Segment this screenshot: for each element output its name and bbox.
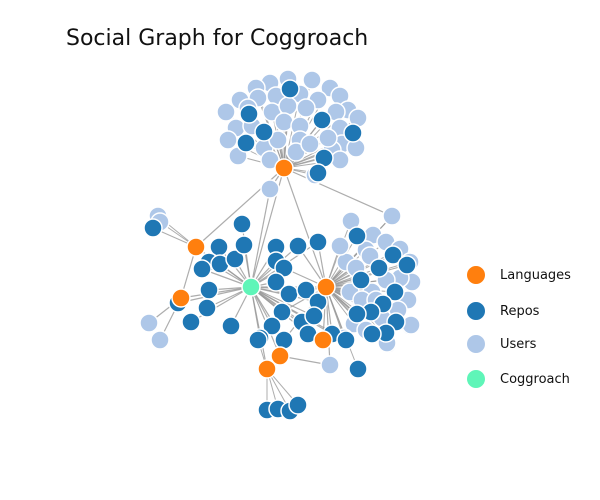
user-node[interactable]: [302, 70, 322, 90]
legend-item-users: Users: [466, 333, 536, 355]
language-node[interactable]: [313, 330, 333, 350]
legend-item-coggroach: Coggroach: [466, 368, 570, 390]
user-node[interactable]: [260, 179, 280, 199]
chart-title: Social Graph for Coggroach: [66, 26, 369, 51]
user-node[interactable]: [274, 112, 294, 132]
repo-node[interactable]: [266, 272, 286, 292]
user-node[interactable]: [139, 313, 159, 333]
user-node[interactable]: [382, 206, 402, 226]
repo-node[interactable]: [347, 226, 367, 246]
repo-node[interactable]: [369, 258, 389, 278]
repo-node[interactable]: [397, 255, 417, 275]
repo-node[interactable]: [279, 284, 299, 304]
repo-node[interactable]: [351, 270, 371, 290]
graph-edge: [250, 286, 268, 370]
user-node[interactable]: [320, 355, 340, 375]
repo-node[interactable]: [383, 245, 403, 265]
graph-edge: [283, 167, 327, 288]
repo-node[interactable]: [312, 110, 332, 130]
graph-edge: [190, 286, 252, 323]
repo-node[interactable]: [308, 163, 328, 183]
language-node[interactable]: [316, 277, 336, 297]
repo-node[interactable]: [232, 214, 252, 234]
repo-node[interactable]: [336, 330, 356, 350]
coggroach-swatch-icon: [466, 369, 486, 389]
repo-swatch-icon: [466, 301, 486, 321]
legend-label: Users: [500, 336, 537, 352]
graph-edge: [250, 188, 271, 288]
language-node[interactable]: [171, 288, 191, 308]
legend-label: Repos: [500, 303, 540, 319]
user-node[interactable]: [296, 98, 316, 118]
user-node[interactable]: [150, 330, 170, 350]
language-swatch-icon: [466, 265, 486, 285]
legend-item-repos: Repos: [466, 300, 539, 322]
legend-item-languages: Languages: [466, 264, 571, 286]
user-swatch-icon: [466, 334, 486, 354]
repo-node[interactable]: [248, 330, 268, 350]
graph-edge: [250, 286, 315, 317]
legend-label: Languages: [500, 267, 571, 283]
repo-node[interactable]: [308, 232, 328, 252]
repo-node[interactable]: [197, 298, 217, 318]
coggroach-node[interactable]: [241, 277, 261, 297]
user-node[interactable]: [218, 130, 238, 150]
language-node[interactable]: [274, 158, 294, 178]
repo-node[interactable]: [272, 302, 292, 322]
user-node[interactable]: [330, 236, 350, 256]
repo-node[interactable]: [262, 316, 282, 336]
repo-node[interactable]: [280, 79, 300, 99]
repo-node[interactable]: [362, 324, 382, 344]
repo-node[interactable]: [199, 280, 219, 300]
user-node[interactable]: [330, 150, 350, 170]
repo-node[interactable]: [348, 359, 368, 379]
repo-node[interactable]: [296, 280, 316, 300]
repo-node[interactable]: [254, 122, 274, 142]
repo-node[interactable]: [143, 218, 163, 238]
user-node[interactable]: [278, 96, 298, 116]
user-node[interactable]: [300, 134, 320, 154]
graph-edge: [283, 167, 393, 217]
repo-node[interactable]: [234, 235, 254, 255]
repo-node[interactable]: [343, 123, 363, 143]
language-node[interactable]: [257, 359, 277, 379]
repo-node[interactable]: [239, 104, 259, 124]
graph-nodes: [139, 69, 422, 421]
repo-node[interactable]: [221, 316, 241, 336]
repo-node[interactable]: [181, 312, 201, 332]
repo-node[interactable]: [385, 282, 405, 302]
language-node[interactable]: [186, 237, 206, 257]
language-node[interactable]: [270, 346, 290, 366]
repo-node[interactable]: [192, 259, 212, 279]
legend-label: Coggroach: [500, 371, 570, 387]
repo-node[interactable]: [274, 330, 294, 350]
repo-node[interactable]: [347, 304, 367, 324]
repo-node[interactable]: [288, 236, 308, 256]
user-node[interactable]: [318, 128, 338, 148]
repo-node[interactable]: [225, 249, 245, 269]
user-node[interactable]: [216, 102, 236, 122]
repo-node[interactable]: [304, 306, 324, 326]
repo-node[interactable]: [236, 133, 256, 153]
repo-node[interactable]: [288, 395, 308, 415]
